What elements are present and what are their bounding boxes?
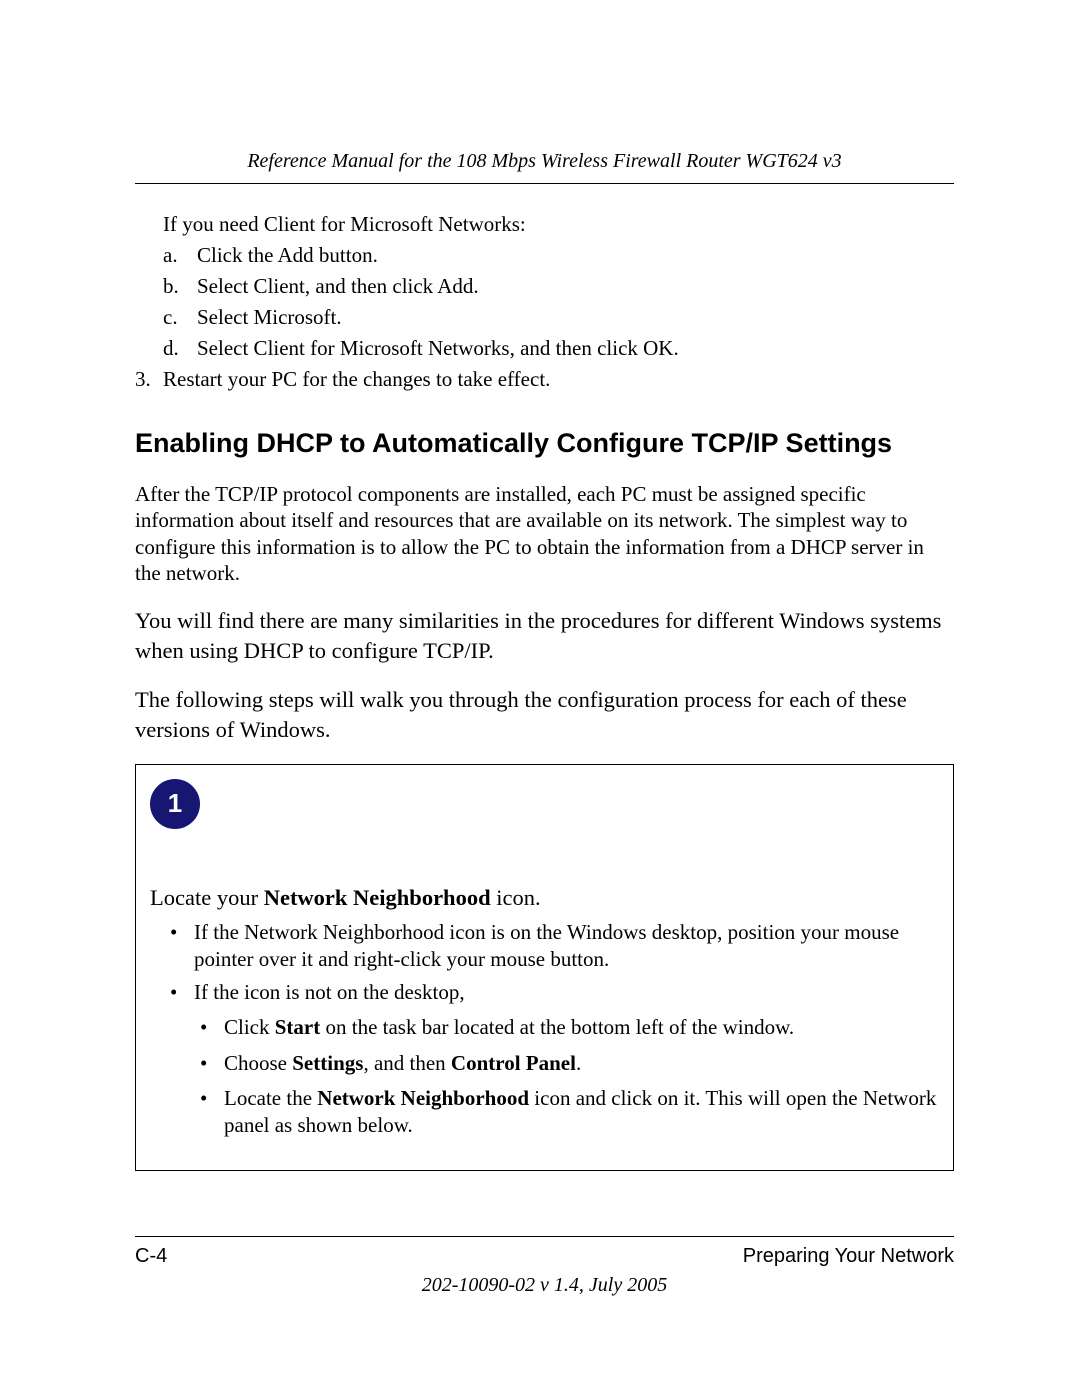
page-footer: C-4 Preparing Your Network 202-10090-02 …: [135, 1236, 954, 1297]
text-bold: Network Neighborhood: [317, 1086, 529, 1110]
list-item: 3. Restart your PC for the changes to ta…: [135, 367, 954, 392]
list-text: Click the Add button.: [197, 243, 378, 267]
step-lead-text: Locate your Network Neighborhood icon.: [150, 885, 939, 911]
step-number-badge: 1: [150, 779, 200, 829]
list-text: Select Microsoft.: [197, 305, 342, 329]
text-fragment: icon.: [491, 885, 541, 910]
header-rule: [135, 183, 954, 184]
list-item: • If the Network Neighborhood icon is on…: [164, 919, 939, 974]
text-bold: Start: [275, 1015, 321, 1039]
document-page: Reference Manual for the 108 Mbps Wirele…: [0, 0, 1080, 1397]
list-item: c. Select Microsoft.: [163, 305, 954, 330]
list-marker: a.: [163, 243, 178, 268]
body-paragraph: After the TCP/IP protocol components are…: [135, 481, 954, 586]
footer-rule: [135, 1236, 954, 1237]
text-fragment: Choose: [224, 1051, 292, 1075]
text-fragment: Locate your: [150, 885, 264, 910]
bullet-icon: •: [170, 979, 177, 1006]
list-marker: c.: [163, 305, 178, 330]
document-id: 202-10090-02 v 1.4, July 2005: [135, 1274, 954, 1297]
section-name: Preparing Your Network: [743, 1245, 954, 1268]
list-text: Select Client for Microsoft Networks, an…: [197, 336, 679, 360]
list-text: If the icon is not on the desktop,: [194, 980, 465, 1004]
list-text: Select Client, and then click Add.: [197, 274, 479, 298]
list-item: d. Select Client for Microsoft Networks,…: [163, 336, 954, 361]
list-item: b. Select Client, and then click Add.: [163, 274, 954, 299]
step-number: 1: [168, 788, 182, 819]
intro-text: If you need Client for Microsoft Network…: [163, 212, 954, 237]
list-item: • Choose Settings, and then Control Pane…: [194, 1050, 939, 1077]
text-fragment: Locate the: [224, 1086, 317, 1110]
list-item: • Click Start on the task bar located at…: [194, 1014, 939, 1041]
alpha-list: a. Click the Add button. b. Select Clien…: [163, 243, 954, 361]
text-fragment: Click: [224, 1015, 275, 1039]
text-bold: Control Panel: [451, 1051, 576, 1075]
list-marker: 3.: [135, 367, 151, 392]
body-paragraph: You will find there are many similaritie…: [135, 606, 954, 667]
list-text: If the Network Neighborhood icon is on t…: [194, 920, 899, 971]
bullet-list: • If the Network Neighborhood icon is on…: [164, 919, 939, 1140]
list-item: a. Click the Add button.: [163, 243, 954, 268]
step-box: 1 Locate your Network Neighborhood icon.…: [135, 764, 954, 1171]
body-paragraph: The following steps will walk you throug…: [135, 685, 954, 746]
text-bold: Network Neighborhood: [264, 885, 491, 910]
page-number: C-4: [135, 1245, 167, 1268]
list-marker: b.: [163, 274, 179, 299]
list-item: • If the icon is not on the desktop, • C…: [164, 979, 939, 1139]
text-fragment: , and then: [363, 1051, 450, 1075]
list-text: Restart your PC for the changes to take …: [163, 367, 550, 391]
list-marker: d.: [163, 336, 179, 361]
bullet-icon: •: [200, 1014, 207, 1041]
list-item: • Locate the Network Neighborhood icon a…: [194, 1085, 939, 1140]
text-fragment: .: [576, 1051, 581, 1075]
bullet-icon: •: [200, 1085, 207, 1112]
text-fragment: on the task bar located at the bottom le…: [320, 1015, 794, 1039]
bullet-sublist: • Click Start on the task bar located at…: [194, 1014, 939, 1139]
numbered-list: 3. Restart your PC for the changes to ta…: [135, 367, 954, 392]
footer-row: C-4 Preparing Your Network: [135, 1245, 954, 1268]
section-heading: Enabling DHCP to Automatically Configure…: [135, 428, 954, 459]
bullet-icon: •: [170, 919, 177, 946]
running-header: Reference Manual for the 108 Mbps Wirele…: [135, 150, 954, 173]
text-bold: Settings: [292, 1051, 363, 1075]
bullet-icon: •: [200, 1050, 207, 1077]
